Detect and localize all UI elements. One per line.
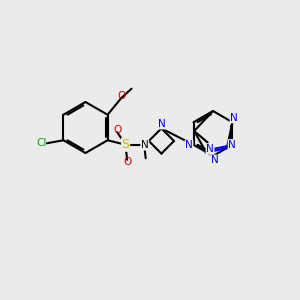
Text: N: N: [228, 140, 236, 150]
Text: N: N: [211, 155, 218, 165]
Text: Cl: Cl: [36, 138, 47, 148]
Text: O: O: [123, 157, 131, 167]
Text: N: N: [206, 144, 214, 154]
Text: N: N: [185, 140, 193, 150]
Text: O: O: [118, 91, 126, 101]
Text: N: N: [141, 140, 149, 150]
Text: S: S: [122, 138, 130, 151]
Text: N: N: [158, 119, 166, 129]
Text: O: O: [113, 125, 121, 135]
Text: N: N: [230, 113, 238, 123]
